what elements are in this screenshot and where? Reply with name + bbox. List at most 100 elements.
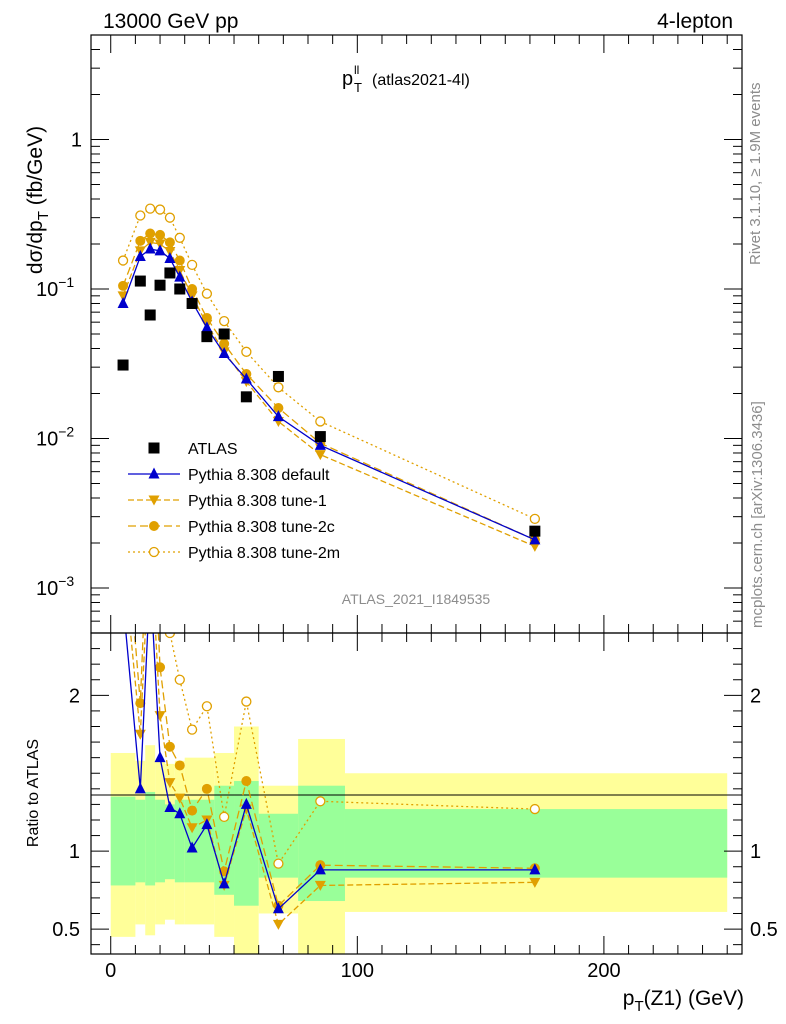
point-data-0 <box>117 359 129 371</box>
ytick-label-top-2: 10−1 <box>36 274 74 301</box>
point-tune2c-8 <box>219 338 230 349</box>
header-left: 13000 GeV pp <box>103 10 238 33</box>
ytick-label-bot-left-2: 2 <box>69 685 80 707</box>
point-tune2m-8 <box>219 315 230 327</box>
ratio-point-tune2m-9 <box>241 696 252 707</box>
ratio-point-tune2m-10 <box>273 858 284 869</box>
ratio-point-default-3 <box>154 751 166 763</box>
ratio-point-default-6 <box>186 841 198 853</box>
analysis-watermark: ATLAS_2021_I1849535 <box>342 591 491 607</box>
ratio-point-tune2c-9 <box>241 776 252 787</box>
ratio-point-default-5 <box>174 807 186 819</box>
point-default-3 <box>154 244 166 256</box>
title-tag: (atlas2021-4l) <box>372 72 470 89</box>
point-tune2m-6 <box>186 259 198 271</box>
ratio-point-tune2m-11 <box>315 796 326 807</box>
xtick-label-1: 100 <box>341 960 374 982</box>
title-main: p <box>342 68 353 90</box>
point-tune2m-1 <box>135 210 146 221</box>
point-default-0 <box>117 296 129 308</box>
legend-marker-data <box>148 442 160 454</box>
point-tune2c-0 <box>118 280 129 291</box>
ratio-point-default-0 <box>118 595 129 606</box>
point-tune1-0 <box>117 291 129 302</box>
band-inner-2 <box>145 791 156 886</box>
axes: 10−3 10−2 10−1 1 0.5 0.5 1 1 2 2 0 100 200 <box>36 34 778 982</box>
band-inner-3 <box>155 799 165 883</box>
ratio-point-tune2c-3 <box>155 662 166 673</box>
point-default-2 <box>144 242 156 254</box>
legend-marker-tune2c <box>149 521 159 531</box>
point-data-9 <box>240 391 252 403</box>
point-default-9 <box>240 372 252 384</box>
point-data-5 <box>174 283 186 295</box>
title-sub: T <box>354 80 362 95</box>
point-data-12 <box>529 525 541 537</box>
ratio-point-default-4 <box>164 801 176 813</box>
point-tune2m-2 <box>145 203 156 214</box>
point-tune2c-2 <box>145 228 156 239</box>
point-tune2c-4 <box>164 237 175 248</box>
legend-marker-default <box>148 467 160 479</box>
band-inner-5 <box>174 799 185 883</box>
ratio-point-default-2 <box>145 572 156 583</box>
ratio-point-tune1-12 <box>529 877 541 888</box>
point-data-3 <box>154 279 166 291</box>
point-default-1 <box>134 249 146 261</box>
legend-marker-tune1 <box>148 495 160 506</box>
ratio-point-tune2c-0 <box>118 488 128 498</box>
ratio-point-tune2m-8 <box>219 811 230 823</box>
ratio-point-default-7 <box>201 818 213 830</box>
ratio-point-tune2c-2 <box>145 457 155 467</box>
top-panel-frame <box>90 34 743 634</box>
legend-label-tune1: Pythia 8.308 tune-1 <box>188 493 327 510</box>
ytick-label-top-0: 10−3 <box>36 573 74 600</box>
ytick-label-bot-right-0: 0.5 <box>750 919 778 941</box>
point-data-1 <box>134 275 146 287</box>
band-inner-4 <box>164 804 175 880</box>
ytick-label-top-1: 10−2 <box>36 423 74 450</box>
ratio-point-tune1-1 <box>134 729 146 740</box>
plot-title: p ll T (atlas2021-4l) <box>342 63 470 95</box>
ratio-point-tune2c-7 <box>201 783 212 794</box>
ratio-point-tune1-6 <box>186 823 198 834</box>
rivet-label: Rivet 3.1.10, ≥ 1.9M events <box>747 83 764 266</box>
legend: ATLAS Pythia 8.308 default Pythia 8.308 tu… <box>128 441 340 562</box>
point-tune2m-4 <box>164 212 176 223</box>
point-default-12 <box>529 533 541 545</box>
point-tune2m-11 <box>315 416 326 427</box>
point-default-10 <box>272 410 284 422</box>
point-tune2c-5 <box>174 255 185 266</box>
legend-label-tune2c: Pythia 8.308 tune-2c <box>188 519 335 536</box>
ytick-label-bot-left-1: 1 <box>69 841 80 863</box>
ratio-point-default-8 <box>218 877 230 889</box>
point-data-10 <box>272 370 284 382</box>
ytick-label-bot-left-0: 0.5 <box>52 919 80 941</box>
ratio-point-tune2m-12 <box>529 803 541 815</box>
title-sup: ll <box>354 63 359 77</box>
ratio-point-tune2m-1 <box>136 566 145 575</box>
header-right: 4-lepton <box>657 10 733 33</box>
legend-label-tune2m: Pythia 8.308 tune-2m <box>188 545 340 562</box>
ratio-point-tune2m-4 <box>164 633 176 639</box>
ratio-point-tune2m-0 <box>119 239 128 248</box>
legend-label-data: ATLAS <box>188 441 238 458</box>
point-tune2c-3 <box>155 229 166 240</box>
point-default-8 <box>218 347 230 359</box>
svg-text:dσ/dpT (fb/GeV): dσ/dpT (fb/GeV) <box>24 126 52 274</box>
y-axis-title-top: dσ/dpT (fb/GeV) <box>24 126 52 274</box>
mcplots-label: mcplots.cern.ch [arXiv:1306.3436] <box>749 401 766 628</box>
point-tune2m-5 <box>174 232 185 243</box>
x-axis-title: pT(Z1) (GeV) <box>623 987 744 1015</box>
ratio-point-tune2c-6 <box>187 805 198 816</box>
band-inner-0 <box>110 796 136 886</box>
ratio-point-tune2c-5 <box>174 760 185 771</box>
ratio-point-default-12 <box>529 863 541 875</box>
point-data-4 <box>164 267 176 279</box>
line-top-tune2c <box>122 232 536 541</box>
point-tune2m-12 <box>529 513 541 525</box>
point-default-4 <box>164 251 176 263</box>
point-default-7 <box>201 321 213 333</box>
ratio-point-tune1-0 <box>118 551 129 561</box>
